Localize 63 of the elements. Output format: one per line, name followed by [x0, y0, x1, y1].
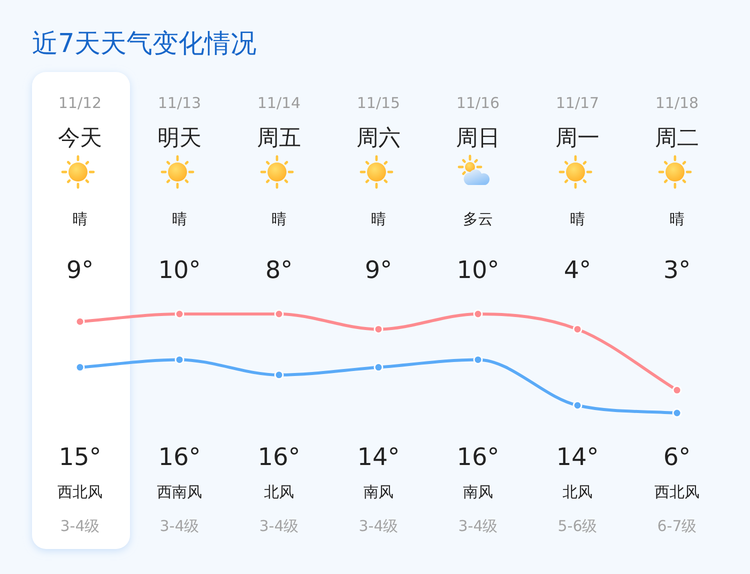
- text: 晴: [72, 210, 88, 228]
- data-label: 10°: [456, 256, 500, 284]
- point: [473, 354, 483, 364]
- data-label: 9°: [364, 256, 392, 284]
- text: 多云: [463, 210, 493, 228]
- chart-title: 近7天天气变化情况: [32, 29, 257, 59]
- data-label: 16°: [258, 443, 300, 471]
- point: [75, 316, 85, 326]
- data-label: 15°: [58, 443, 102, 471]
- data-label: 6°: [663, 443, 691, 471]
- text: 5-6级: [558, 517, 598, 535]
- x-tick-label: 11/13: [158, 94, 202, 112]
- text: 北风: [562, 483, 592, 501]
- x-tick-label: 11/15: [356, 94, 400, 112]
- data-label: 16°: [456, 443, 500, 471]
- text: 南风: [364, 483, 394, 501]
- text: 晴: [570, 210, 585, 228]
- point: [374, 324, 384, 334]
- text: 晴: [670, 210, 684, 228]
- text: 3-4级: [458, 517, 498, 535]
- data-label: 9°: [66, 256, 94, 284]
- text: 南风: [463, 483, 493, 501]
- data-label: 4°: [564, 256, 592, 284]
- x-tick-label: 11/14: [257, 94, 301, 112]
- text: 6-7级: [657, 517, 697, 535]
- data-label: 10°: [158, 256, 201, 284]
- text: 西北风: [654, 483, 700, 501]
- point: [572, 324, 582, 334]
- text: 晴: [272, 210, 286, 228]
- point: [174, 354, 184, 364]
- text: 周五: [257, 126, 301, 151]
- data-label: 14°: [556, 443, 599, 471]
- x-tick-label: 11/18: [655, 94, 699, 112]
- data-label: 14°: [357, 443, 400, 471]
- point: [374, 362, 384, 372]
- point: [274, 309, 284, 319]
- x-tick-label: 11/17: [556, 94, 600, 112]
- text: 晴: [172, 210, 187, 228]
- point: [572, 400, 582, 410]
- text: 明天: [158, 126, 202, 151]
- text: 北风: [264, 483, 294, 501]
- text: 周六: [356, 126, 400, 151]
- point: [672, 408, 682, 418]
- data-label: 8°: [265, 256, 293, 284]
- point: [672, 385, 682, 395]
- text: 今天: [58, 126, 102, 151]
- x-tick-label: 11/16: [456, 94, 500, 112]
- text: 周二: [655, 126, 699, 151]
- text: 3-4级: [259, 517, 299, 535]
- text: 周一: [556, 126, 600, 151]
- text: 西北风: [58, 483, 102, 501]
- point: [274, 370, 284, 380]
- text: 3-4级: [358, 517, 398, 535]
- point: [473, 309, 483, 319]
- data-label: 16°: [158, 443, 201, 471]
- text: 3-4级: [60, 517, 100, 535]
- text: 西南风: [157, 483, 202, 501]
- data-label: 3°: [663, 256, 691, 284]
- text: 周日: [456, 126, 500, 151]
- x-tick-label: 11/12: [58, 94, 102, 112]
- text: 晴: [371, 210, 386, 228]
- point: [174, 309, 184, 319]
- text: 3-4级: [160, 517, 200, 535]
